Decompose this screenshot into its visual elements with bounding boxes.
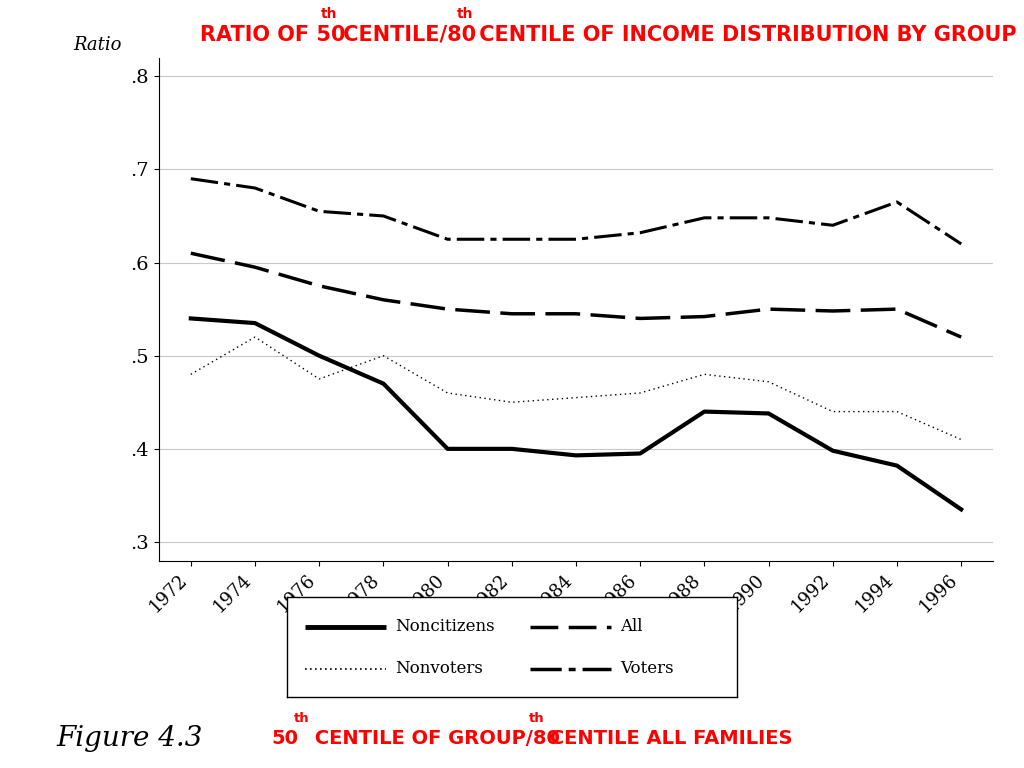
Nonvoters [249,333,261,342]
All [249,263,261,272]
Voters [506,235,518,244]
Text: CENTILE/80: CENTILE/80 [336,25,476,45]
Voters [377,211,389,220]
Line: All: All [190,253,962,337]
Voters [891,197,903,207]
Voters [249,184,261,193]
Voters [763,214,775,223]
Nonvoters [184,369,197,379]
Text: RATIO OF 50: RATIO OF 50 [200,25,345,45]
Voters [313,207,326,216]
Noncitizens [763,409,775,418]
Voters [826,220,839,230]
Text: th: th [529,712,545,725]
Voters [441,235,454,244]
All [377,295,389,304]
Text: CENTILE ALL FAMILIES: CENTILE ALL FAMILIES [544,730,793,748]
Noncitizens [569,451,582,460]
Text: 50: 50 [271,730,298,748]
Noncitizens [377,379,389,389]
Nonvoters [313,374,326,383]
Voters [184,174,197,184]
Noncitizens [441,444,454,453]
Nonvoters [634,389,646,398]
Noncitizens [698,407,711,416]
Noncitizens [313,351,326,360]
Nonvoters [955,435,968,444]
Text: Voters: Voters [621,660,674,677]
All [184,249,197,258]
Noncitizens [184,314,197,323]
Nonvoters [826,407,839,416]
Nonvoters [891,407,903,416]
All [313,281,326,290]
Text: th: th [322,7,338,21]
Line: Nonvoters: Nonvoters [190,337,962,439]
All [698,312,711,321]
Text: th: th [294,712,309,725]
Nonvoters [506,398,518,407]
All [569,310,582,319]
Noncitizens [891,461,903,470]
Text: Noncitizens: Noncitizens [395,618,495,635]
Voters [698,214,711,223]
Text: th: th [458,7,474,21]
Noncitizens [249,319,261,328]
Voters [955,240,968,249]
Nonvoters [698,369,711,379]
Nonvoters [441,389,454,398]
Noncitizens [826,446,839,455]
Voters [634,228,646,237]
All [826,306,839,316]
All [634,314,646,323]
Text: Nonvoters: Nonvoters [395,660,482,677]
Text: Ratio: Ratio [74,35,122,54]
Noncitizens [634,449,646,458]
Text: All: All [621,618,643,635]
Noncitizens [506,444,518,453]
All [891,304,903,313]
Text: CENTILE OF GROUP/80: CENTILE OF GROUP/80 [308,730,560,748]
All [441,304,454,313]
Line: Voters: Voters [190,179,962,244]
Nonvoters [763,377,775,386]
Nonvoters [569,393,582,402]
Line: Noncitizens: Noncitizens [190,319,962,509]
All [955,333,968,342]
Voters [569,235,582,244]
Noncitizens [955,505,968,514]
Text: CENTILE OF INCOME DISTRIBUTION BY GROUP: CENTILE OF INCOME DISTRIBUTION BY GROUP [472,25,1016,45]
Nonvoters [377,351,389,360]
All [506,310,518,319]
Text: Figure 4.3: Figure 4.3 [56,725,203,753]
All [763,304,775,313]
